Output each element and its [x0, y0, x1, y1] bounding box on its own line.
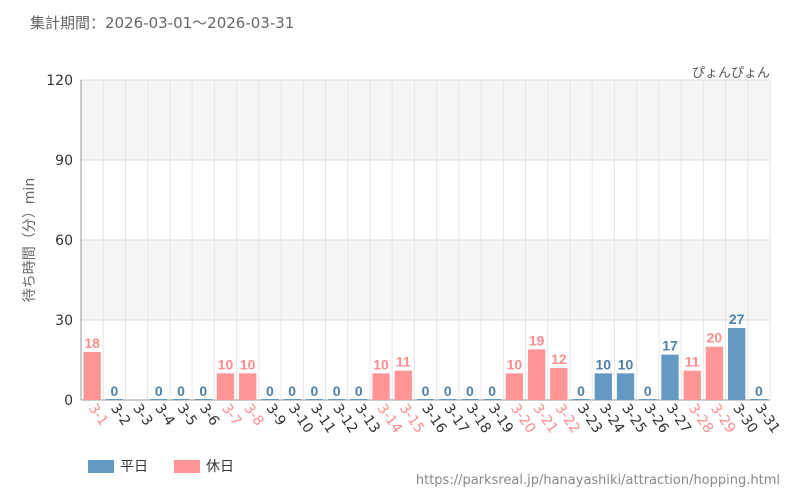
data-label-3-20: 10 [507, 356, 523, 372]
bar-3-18 [461, 399, 479, 400]
bar-3-7 [216, 373, 235, 400]
y-axis-label: 待ち時間（分）min [22, 178, 38, 302]
data-label-3-29: 20 [707, 330, 723, 346]
legend-item-holiday[interactable]: 休日 [174, 456, 234, 476]
bar-3-31 [750, 399, 768, 400]
bar-3-11 [305, 399, 324, 400]
data-label-3-24: 10 [596, 356, 612, 372]
bar-3-16 [416, 399, 435, 400]
plot-band [81, 240, 770, 320]
y-tick-label: 60 [55, 233, 73, 249]
bar-3-23 [572, 399, 590, 400]
bar-3-9 [261, 399, 279, 400]
x-tick-label-3-2: 3-2 [107, 401, 133, 429]
y-tick-label: 120 [46, 73, 73, 89]
x-tick-label-3-7: 3-7 [218, 401, 244, 429]
bar-3-12 [327, 399, 346, 400]
data-label-3-15: 11 [396, 354, 411, 370]
data-label-3-1: 18 [84, 335, 100, 351]
data-label-3-26: 0 [644, 383, 652, 399]
attraction-name: ぴょんぴょん [691, 66, 770, 81]
y-tick-label: 0 [64, 393, 73, 409]
bar-3-6 [194, 399, 212, 400]
data-label-3-10: 0 [288, 383, 296, 399]
bar-3-26 [639, 399, 657, 400]
legend-swatch-weekday [88, 459, 114, 473]
legend: 平日 休日 [88, 456, 234, 476]
period-label: 集計期間：2026-03-01～2026-03-31 [30, 14, 295, 32]
bar-3-30 [727, 328, 746, 400]
data-label-3-27: 17 [662, 338, 678, 354]
data-label-3-14: 10 [373, 356, 389, 372]
data-label-3-13: 0 [355, 383, 363, 399]
bar-3-4 [150, 399, 168, 400]
bar-3-1 [83, 352, 101, 400]
data-label-3-18: 0 [466, 383, 474, 399]
data-label-3-22: 12 [551, 351, 567, 367]
data-label-3-21: 19 [529, 332, 545, 348]
data-label-3-30: 27 [729, 311, 745, 327]
data-label-3-11: 0 [310, 383, 318, 399]
data-label-3-31: 0 [755, 383, 763, 399]
bar-3-25 [616, 373, 635, 400]
y-tick-label: 30 [55, 313, 73, 329]
bar-3-13 [350, 399, 368, 400]
bar-3-28 [683, 370, 701, 400]
data-label-3-28: 11 [685, 354, 700, 370]
legend-label-weekday: 平日 [120, 459, 148, 475]
bar-3-21 [527, 349, 546, 400]
plot-band [81, 80, 770, 160]
x-tick-label-3-3: 3-3 [129, 401, 155, 429]
y-tick-label: 90 [55, 153, 73, 169]
data-label-3-19: 0 [488, 383, 496, 399]
data-label-3-12: 0 [333, 383, 341, 399]
bar-3-19 [483, 399, 501, 400]
data-label-3-4: 0 [155, 383, 163, 399]
x-tick-label-3-8: 3-8 [240, 401, 266, 429]
data-label-3-8: 10 [240, 356, 256, 372]
bar-3-29 [705, 346, 724, 400]
bar-3-17 [439, 399, 457, 400]
data-label-3-16: 0 [422, 383, 430, 399]
x-tick-label-3-1: 3-1 [85, 401, 111, 429]
bar-3-22 [550, 368, 568, 400]
data-label-3-23: 0 [577, 383, 585, 399]
data-label-3-9: 0 [266, 383, 274, 399]
x-tick-label-3-4: 3-4 [152, 401, 178, 429]
data-label-3-6: 0 [199, 383, 207, 399]
legend-label-holiday: 休日 [206, 459, 234, 475]
bar-3-2 [105, 399, 124, 400]
bar-3-27 [661, 354, 679, 400]
bar-3-5 [172, 399, 190, 400]
data-label-3-7: 10 [218, 356, 234, 372]
x-tick-label-3-6: 3-6 [196, 401, 222, 429]
x-tick-label-3-9: 3-9 [263, 401, 289, 429]
legend-swatch-holiday [174, 459, 200, 473]
x-tick-label-3-5: 3-5 [174, 401, 200, 429]
x-tick-label-3-31: 3-31 [752, 401, 783, 436]
plot-band [81, 320, 770, 400]
data-label-3-5: 0 [177, 383, 185, 399]
data-label-3-25: 10 [618, 356, 634, 372]
bar-3-10 [283, 399, 301, 400]
bar-3-20 [505, 373, 524, 400]
plot-band [81, 160, 770, 240]
source-url[interactable]: https://parksreal.jp/hanayashiki/attract… [415, 473, 780, 488]
bar-3-14 [372, 373, 390, 400]
data-label-3-17: 0 [444, 383, 452, 399]
legend-item-weekday[interactable]: 平日 [88, 456, 148, 476]
bar-3-15 [394, 370, 412, 400]
data-label-3-2: 0 [110, 383, 118, 399]
bar-3-8 [239, 373, 257, 400]
bar-3-24 [594, 373, 612, 400]
